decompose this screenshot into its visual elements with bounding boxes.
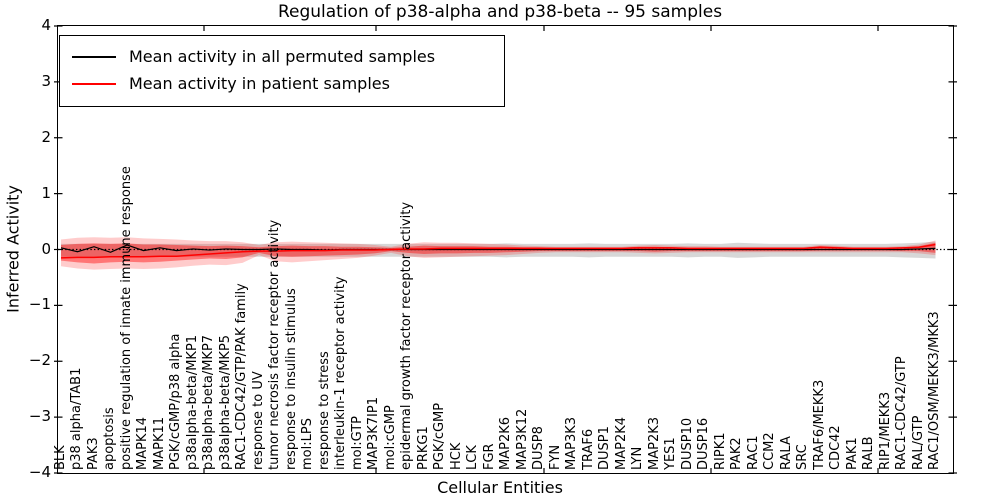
y-tick-label: −3 [28, 407, 51, 426]
x-entity-label: MAP2K3 [646, 416, 662, 470]
x-entity-label: DUSP16 [696, 417, 711, 470]
legend: Mean activity in all permuted samples Me… [59, 35, 505, 107]
x-entity-label: YES1 [663, 437, 678, 470]
x-entity-label: PAK1 [844, 437, 860, 470]
legend-label-permuted: Mean activity in all permuted samples [129, 47, 436, 66]
permuted-mean-line [60, 244, 936, 253]
x-entity-label: p38alpha-beta/MKP7 [201, 334, 216, 470]
x-entity-label: DUSP8 [531, 426, 546, 470]
x-entity-label: response to UV [250, 371, 266, 470]
x-entity-label: CCM2 [762, 432, 777, 470]
x-entity-label: HCK [448, 442, 464, 470]
y-tick-label: 1 [41, 183, 51, 202]
plot-svg [54, 25, 957, 474]
x-entity-label: PAK2 [729, 437, 744, 470]
x-entity-label: SRC [795, 444, 810, 470]
legend-item-permuted: Mean activity in all permuted samples [72, 43, 504, 70]
x-entity-label: RALA [778, 436, 794, 470]
x-entity-label: p38alpha-beta/MKP1 [184, 334, 200, 470]
x-entity-label: MAPK14 [135, 416, 150, 470]
x-entity-label: response to insulin stimulus [283, 288, 299, 470]
y-tick-label: 2 [41, 127, 51, 146]
x-entity-label: FGR [481, 443, 497, 470]
x-entity-label: RIPK1 [712, 432, 728, 470]
x-entity-label: epidermal growth factor receptor activit… [399, 201, 414, 470]
x-entity-label: LCK [465, 445, 480, 470]
y-tick-label: −2 [28, 351, 51, 370]
x-entity-label: RAC1-CDC42/GTP/PAK family [234, 283, 249, 470]
y-tick-label: −4 [28, 463, 51, 481]
x-entity-label: TRAF6 [580, 428, 596, 470]
band-1-patient-samples-outer-range [61, 237, 936, 270]
x-entity-label: DUSP10 [679, 417, 695, 470]
x-entity-label: MAPK11 [151, 416, 167, 470]
x-entity-label: RAC1 [745, 435, 761, 470]
x-entity-label: BLK [52, 445, 68, 470]
x-entity-label: PAK3 [85, 437, 101, 470]
x-entity-label: MAP3K7IP1 [366, 397, 381, 470]
y-tick-label: 3 [41, 71, 51, 90]
x-entity-label: PRKG1 [415, 426, 431, 470]
x-entity-label: RAC1/OSM/MEKK3/MKK3 [927, 311, 942, 470]
legend-line-patient-icon [72, 82, 116, 85]
x-entity-label: positive regulation of innate immune res… [118, 166, 134, 470]
x-entity-label: mol:cGMP [382, 405, 398, 470]
patient-mean-line [60, 243, 936, 259]
x-axis-label: Cellular Entities [437, 478, 563, 497]
x-entity-label: CDC42 [828, 425, 843, 470]
x-entity-label: MAP2K6 [498, 416, 513, 470]
x-entity-label: apoptosis [102, 407, 117, 470]
x-entity-label: mol:LPS [300, 418, 315, 470]
x-entity-label: tumor necrosis factor receptor activity [267, 219, 282, 470]
legend-item-patient: Mean activity in patient samples [72, 70, 504, 97]
x-entity-label: PGK/cGMP [432, 402, 447, 470]
y-tick-label: 0 [41, 239, 51, 258]
plot-area [54, 25, 957, 474]
legend-line-permuted-icon [72, 55, 116, 58]
x-entity-label: TRAF6/MEKK3 [811, 379, 827, 470]
x-entity-label: mol:GTP [349, 416, 365, 470]
x-entity-label: RAL/GTP [910, 415, 926, 470]
x-entity-label: RIP1/MEKK3 [877, 391, 893, 470]
x-entity-label: MAP2K4 [613, 416, 629, 470]
y-tick-label: −1 [28, 295, 51, 314]
x-entity-label: RAC1-CDC42/GTP [894, 356, 909, 470]
x-entity-label: p38alpha-beta/MKP5 [217, 334, 233, 470]
x-entity-label: FYN [547, 444, 563, 470]
x-entity-label: response to stress [316, 351, 332, 470]
x-entity-label: interleukin-1 receptor activity [333, 276, 348, 470]
x-entity-label: MAP3K3 [564, 416, 579, 470]
chart-title: Regulation of p38-alpha and p38-beta -- … [277, 2, 723, 22]
x-entity-label: LYN [630, 446, 645, 470]
x-entity-label: p38 alpha/TAB1 [69, 367, 84, 470]
legend-label-patient: Mean activity in patient samples [129, 74, 390, 93]
y-tick-label: 4 [41, 16, 51, 34]
x-entity-label: RALB [861, 436, 876, 470]
x-entity-label: DUSP1 [597, 426, 612, 470]
x-entity-label: MAP3K12 [514, 408, 530, 470]
x-entity-label: PGK/cGMP/p38 alpha [168, 333, 183, 470]
